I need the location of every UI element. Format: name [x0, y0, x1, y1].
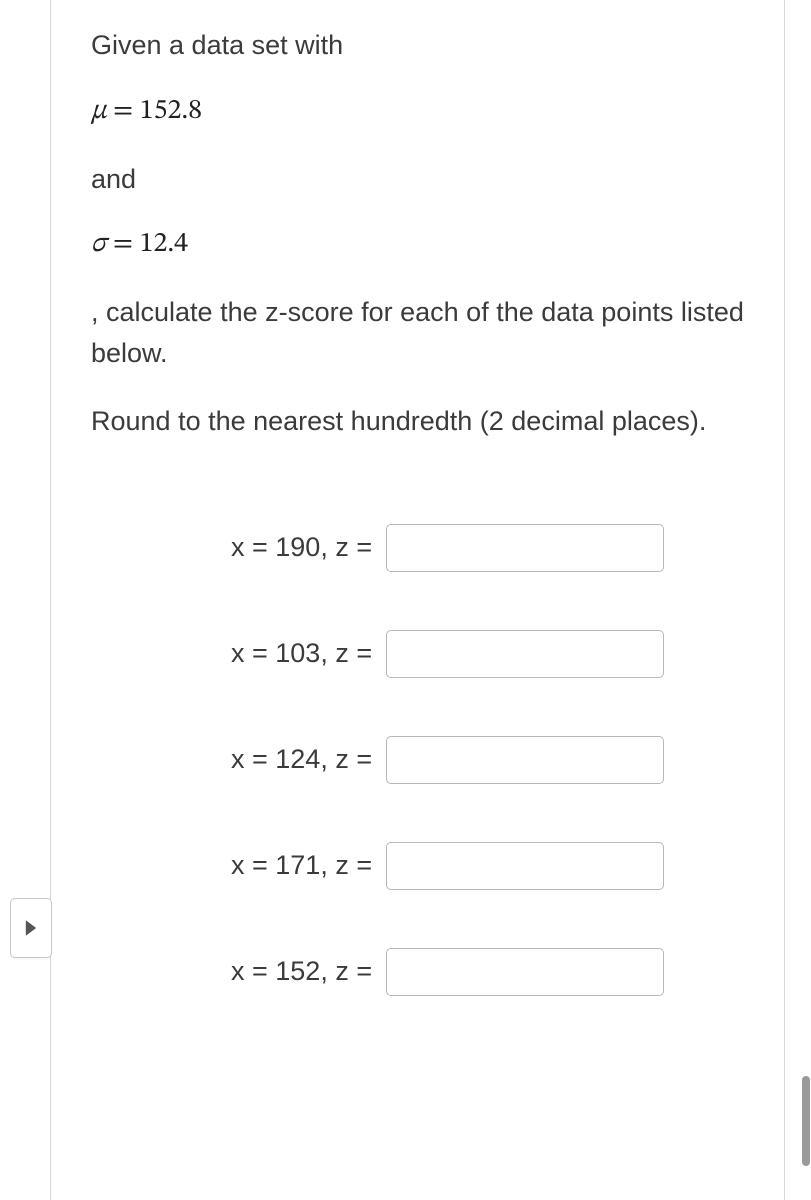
mu-equals: =	[106, 97, 139, 125]
z-input-3[interactable]	[386, 736, 664, 784]
mu-value: 152.8	[140, 97, 202, 125]
answer-rows-container: x = 190, z = x = 103, z = x = 124, z = x…	[91, 524, 744, 996]
question-panel: Given a data set with μ = 152.8 and σ = …	[50, 0, 785, 1200]
answer-label-1: x = 190, z =	[231, 532, 372, 563]
play-icon	[24, 919, 38, 937]
z-input-1[interactable]	[386, 524, 664, 572]
answer-label-2: x = 103, z =	[231, 638, 372, 669]
answer-label-4: x = 171, z =	[231, 850, 372, 881]
answer-label-5: x = 152, z =	[231, 956, 372, 987]
and-text: and	[91, 159, 744, 200]
answer-label-3: x = 124, z =	[231, 744, 372, 775]
prompt-instruction: , calculate the z-score for each of the …	[91, 292, 744, 373]
sigma-equation: σ = 12.4	[91, 227, 744, 262]
mu-equation: μ = 152.8	[91, 94, 744, 129]
sigma-symbol: σ	[91, 230, 106, 258]
mu-symbol: μ	[91, 97, 106, 125]
answer-row: x = 103, z =	[231, 630, 744, 678]
z-input-4[interactable]	[386, 842, 664, 890]
z-input-2[interactable]	[386, 630, 664, 678]
answer-row: x = 124, z =	[231, 736, 744, 784]
scrollbar-thumb[interactable]	[802, 1076, 810, 1166]
z-input-5[interactable]	[386, 948, 664, 996]
sigma-value: 12.4	[140, 230, 188, 258]
prompt-rounding: Round to the nearest hundredth (2 decima…	[91, 401, 744, 442]
prompt-intro: Given a data set with	[91, 25, 744, 66]
answer-row: x = 190, z =	[231, 524, 744, 572]
sigma-equals: =	[106, 230, 139, 258]
expand-button[interactable]	[10, 898, 52, 958]
answer-row: x = 152, z =	[231, 948, 744, 996]
answer-row: x = 171, z =	[231, 842, 744, 890]
